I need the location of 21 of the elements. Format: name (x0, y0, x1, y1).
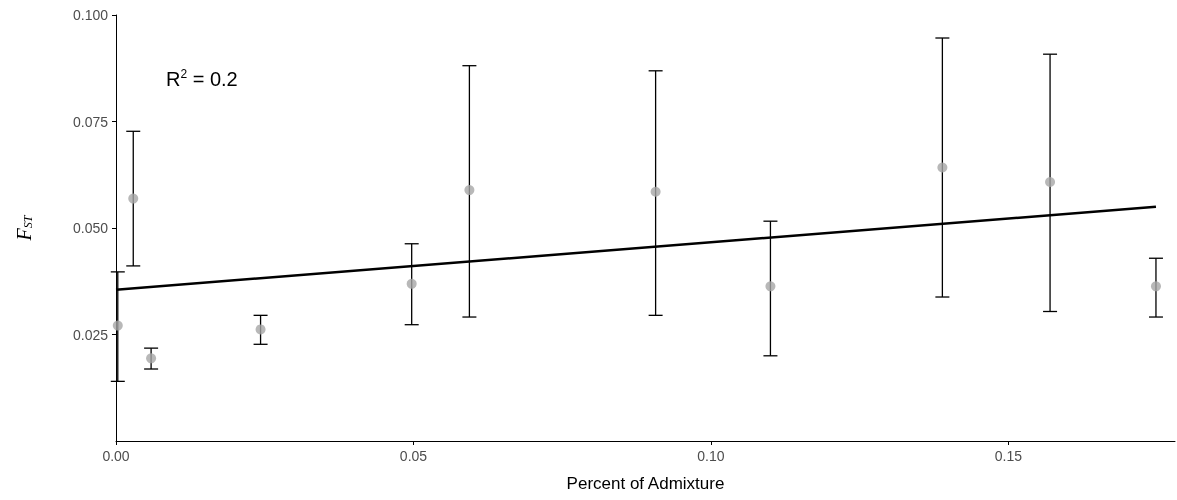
y-tick-label: 0.100 (72, 7, 109, 23)
y-tick-label: 0.050 (72, 220, 109, 236)
x-tick-label: 0.00 (102, 448, 130, 464)
point (128, 193, 139, 204)
y-tick-label: 0.075 (72, 113, 109, 130)
point (112, 320, 123, 331)
point (255, 324, 266, 335)
point (1150, 281, 1161, 292)
point (146, 353, 157, 364)
y-tick-label: 0.025 (72, 326, 109, 343)
x-tick-label: 0.15 (994, 448, 1023, 464)
point (464, 185, 475, 196)
point (765, 281, 776, 292)
point (937, 162, 948, 173)
x-axis-title: Percent of Admixture (566, 474, 725, 493)
y-axis-title: FST (13, 214, 35, 242)
x-tick-label: 0.05 (399, 448, 428, 464)
point (1045, 176, 1056, 187)
x-tick-label: 0.10 (697, 448, 725, 464)
point (406, 278, 417, 289)
point (650, 186, 661, 197)
